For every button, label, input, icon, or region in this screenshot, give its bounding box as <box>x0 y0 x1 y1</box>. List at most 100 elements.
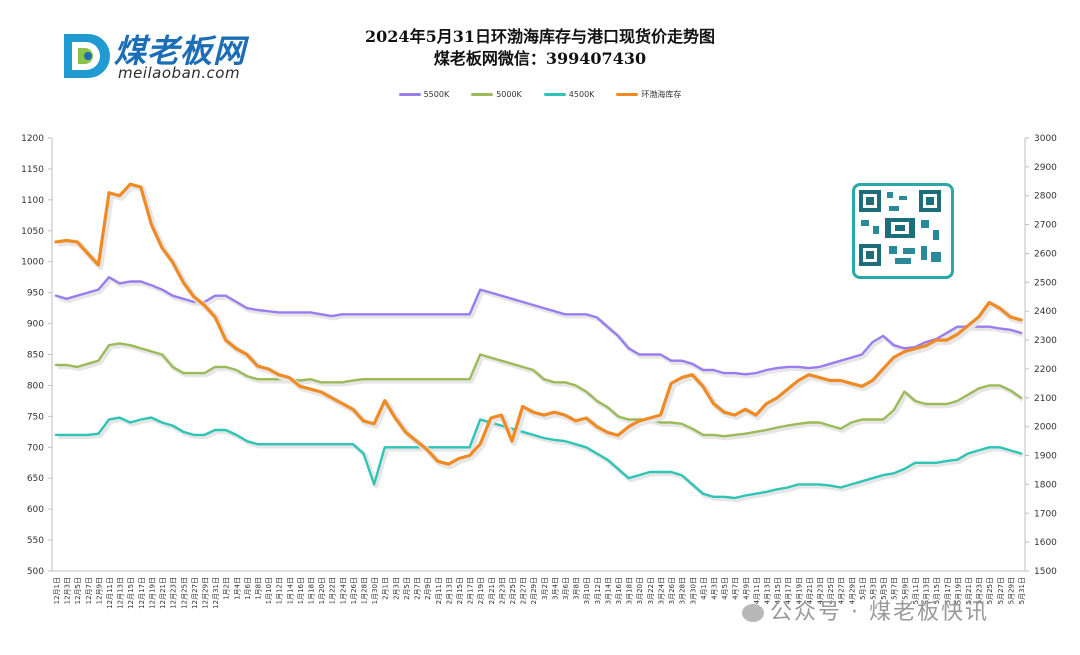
x-tick-label: 3月16日 <box>615 577 623 604</box>
x-tick-label: 3月24日 <box>657 577 665 604</box>
y-right-tick-label: 1800 <box>1034 480 1057 490</box>
wechat-icon <box>742 604 764 622</box>
x-tick-label: 12月23日 <box>170 577 178 609</box>
series-shadow-4500K <box>58 417 1024 503</box>
legend-swatch <box>616 93 639 96</box>
series-shadow-5500K <box>57 276 1024 379</box>
x-tick-label: 2月25日 <box>509 577 517 604</box>
x-tick-label: 1月10日 <box>265 577 273 604</box>
x-tick-label: 5月7日 <box>891 577 899 600</box>
y-left-tick-label: 1200 <box>21 134 44 144</box>
x-tick-label: 4月17日 <box>785 577 793 604</box>
x-tick-label: 1月30日 <box>371 577 379 604</box>
x-tick-label: 12月31日 <box>212 577 220 609</box>
legend-item-5000k[interactable]: 5000K <box>471 89 522 100</box>
series-line-5000K <box>54 342 1023 438</box>
x-tick-label: 5月1日 <box>859 577 867 600</box>
x-tick-label: 3月20日 <box>636 577 644 604</box>
x-tick-label: 2月11日 <box>435 577 443 604</box>
y-left-tick-label: 1000 <box>21 258 44 268</box>
legend-swatch <box>543 93 566 96</box>
x-tick-label: 12月17日 <box>138 577 146 609</box>
qr-code-icon <box>859 190 941 266</box>
x-tick-label: 2月29日 <box>530 577 538 604</box>
y-right-tick-label: 1600 <box>1034 538 1057 548</box>
y-right-tick-label: 2200 <box>1034 365 1057 375</box>
x-tick-label: 2月1日 <box>382 577 390 600</box>
x-tick-label: 1月18日 <box>308 577 316 604</box>
y-right-tick-label: 2100 <box>1034 394 1057 404</box>
watermark: 公众号 · 煤老板快讯 <box>742 594 989 626</box>
x-tick-label: 12月25日 <box>180 577 188 609</box>
x-tick-label: 1月20日 <box>318 577 326 604</box>
x-tick-label: 12月7日 <box>85 577 93 604</box>
x-tick-label: 1月6日 <box>244 577 252 600</box>
x-tick-label: 12月1日 <box>53 577 61 604</box>
x-tick-label: 4月15日 <box>774 577 782 604</box>
watermark-text: 公众号 · 煤老板快讯 <box>770 600 989 625</box>
x-tick-label: 4月1日 <box>700 577 708 600</box>
chart-subtitle: 煤老板网微信：399407430 <box>433 49 647 68</box>
x-tick-label: 2月21日 <box>488 577 496 604</box>
y-left-tick-label: 1100 <box>21 196 44 206</box>
y-right-tick-label: 1500 <box>1034 567 1057 577</box>
x-tick-label: 5月27日 <box>997 577 1005 604</box>
y-left-tick-label: 1050 <box>21 227 44 237</box>
qr-code[interactable] <box>852 183 954 279</box>
y-right-tick-label: 2800 <box>1034 192 1057 202</box>
x-tick-label: 3月8日 <box>573 577 581 600</box>
legend-item-4500k[interactable]: 4500K <box>543 89 594 100</box>
x-tick-label: 4月11日 <box>753 577 761 604</box>
x-tick-label: 5月5日 <box>880 577 888 600</box>
y-left-tick-label: 750 <box>27 412 44 422</box>
x-tick-label: 1月2日 <box>223 577 231 600</box>
x-tick-label: 2月27日 <box>520 577 528 604</box>
y-left-tick-label: 1150 <box>21 165 44 175</box>
y-left-tick-label: 550 <box>27 536 44 546</box>
logo-mark-icon <box>64 34 110 78</box>
series-shadow-5000K <box>58 343 1025 441</box>
x-tick-label: 3月26日 <box>668 577 676 604</box>
y-right-tick-label: 3000 <box>1034 134 1057 144</box>
x-tick-label: 5月3日 <box>870 577 878 600</box>
x-tick-label: 2月5日 <box>403 577 411 600</box>
x-tick-label: 3月6日 <box>562 577 570 600</box>
legend-item-inventory[interactable]: 环渤海库存 <box>616 89 681 100</box>
series-line-5500K <box>54 276 1023 376</box>
x-tick-label: 12月19日 <box>148 577 156 609</box>
legend-item-5500k[interactable]: 5500K <box>398 89 449 100</box>
x-tick-label: 5月9日 <box>901 577 909 600</box>
y-right-tick-label: 2000 <box>1034 423 1057 433</box>
x-tick-label: 3月28日 <box>679 577 687 604</box>
x-tick-label: 3月22日 <box>647 577 655 604</box>
x-tick-label: 3月2日 <box>541 577 549 600</box>
x-tick-label: 4月9日 <box>742 577 750 600</box>
x-tick-label: 12月27日 <box>191 577 199 609</box>
x-tick-label: 5月23日 <box>976 577 984 604</box>
x-tick-label: 5月13日 <box>923 577 931 604</box>
y-right-tick-label: 2300 <box>1034 336 1057 346</box>
x-tick-label: 2月17日 <box>467 577 475 604</box>
y-left-tick-label: 950 <box>27 289 44 299</box>
x-tick-label: 4月19日 <box>795 577 803 604</box>
y-left-tick-label: 650 <box>27 474 44 484</box>
x-tick-label: 4月7日 <box>732 577 740 600</box>
x-tick-label: 12月3日 <box>64 577 72 604</box>
logo-brand-text: 煤老板网 <box>114 32 247 70</box>
legend-label: 环渤海库存 <box>641 90 682 99</box>
x-tick-label: 2月15日 <box>456 577 464 604</box>
x-tick-label: 1月4日 <box>233 577 241 600</box>
x-tick-label: 1月12日 <box>276 577 284 604</box>
x-tick-label: 4月29日 <box>848 577 856 604</box>
x-tick-label: 3月30日 <box>689 577 697 604</box>
series-line-环渤海库存 <box>54 182 1023 466</box>
x-tick-label: 2月23日 <box>498 577 506 604</box>
x-tick-label: 3月18日 <box>626 577 634 604</box>
x-tick-label: 1月22日 <box>329 577 337 604</box>
x-tick-label: 5月17日 <box>944 577 952 604</box>
x-tick-label: 5月25日 <box>986 577 994 604</box>
x-tick-label: 4月23日 <box>817 577 825 604</box>
x-tick-label: 1月28日 <box>361 577 369 604</box>
x-tick-label: 12月15日 <box>127 577 135 609</box>
